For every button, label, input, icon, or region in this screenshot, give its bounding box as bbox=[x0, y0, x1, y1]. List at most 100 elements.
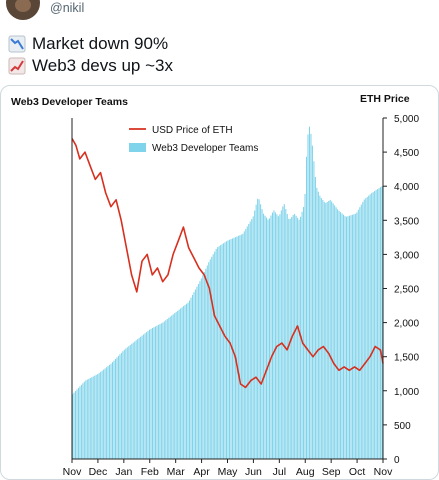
dev-teams-bar bbox=[268, 218, 271, 459]
dev-teams-bar bbox=[186, 303, 188, 459]
dev-teams-bar bbox=[310, 133, 312, 459]
chart-decreasing-icon bbox=[8, 35, 26, 53]
dev-teams-bar bbox=[286, 213, 288, 459]
dev-teams-bar bbox=[134, 341, 136, 459]
dev-teams-bar bbox=[205, 268, 207, 459]
dev-teams-bar bbox=[171, 315, 173, 459]
dev-teams-bar bbox=[104, 368, 106, 459]
legend-label-eth: USD Price of ETH bbox=[152, 125, 233, 136]
dev-teams-bar bbox=[116, 357, 118, 459]
dev-teams-bar bbox=[169, 316, 171, 459]
dev-teams-bar bbox=[146, 332, 148, 459]
dev-teams-bar bbox=[230, 239, 232, 459]
dev-teams-bar bbox=[109, 364, 111, 459]
dev-teams-bar bbox=[365, 198, 367, 459]
dev-teams-bar bbox=[135, 340, 137, 459]
dev-teams-bar bbox=[175, 311, 177, 459]
dev-teams-bar bbox=[282, 206, 284, 459]
dev-teams-bar bbox=[101, 370, 103, 459]
dev-teams-bar bbox=[313, 161, 315, 459]
dev-teams-bar bbox=[190, 297, 192, 459]
dev-teams-bar bbox=[199, 281, 201, 459]
dev-teams-bar bbox=[131, 343, 133, 459]
dev-teams-bar bbox=[319, 195, 321, 459]
chart-card[interactable]: 0 500 1,000 1,500 2,000 2,500 3,000 3,500 4,000 4… bbox=[0, 85, 439, 480]
dev-teams-bar bbox=[128, 346, 130, 459]
dev-teams-bar bbox=[151, 328, 154, 459]
dev-teams-bar bbox=[317, 191, 319, 459]
dev-teams-bar bbox=[334, 205, 336, 459]
dev-teams-bar bbox=[375, 190, 377, 459]
dev-teams-bar bbox=[359, 207, 361, 459]
dev-teams-bar bbox=[224, 242, 226, 459]
dev-teams-bar bbox=[111, 362, 114, 459]
dev-teams-bar bbox=[80, 384, 82, 459]
avatar[interactable] bbox=[6, 0, 40, 20]
dev-teams-bar bbox=[110, 363, 112, 459]
dev-teams-bar bbox=[97, 374, 99, 459]
x-axis-label: Nov bbox=[374, 466, 393, 478]
dev-teams-bar bbox=[366, 196, 368, 459]
dev-teams-bar bbox=[113, 360, 115, 459]
dev-teams-bar bbox=[320, 198, 322, 459]
dev-teams-bar bbox=[347, 216, 349, 459]
dev-teams-bar bbox=[264, 215, 266, 459]
dev-teams-bar bbox=[197, 283, 199, 459]
dev-teams-bar bbox=[345, 216, 348, 459]
dev-teams-bar bbox=[350, 215, 352, 459]
dev-teams-bar bbox=[236, 236, 238, 459]
dev-teams-bar bbox=[95, 374, 97, 459]
dev-teams-bar bbox=[372, 192, 374, 459]
dev-teams-bar bbox=[82, 383, 84, 459]
dev-teams-bar bbox=[212, 254, 214, 459]
tweet-line-market: Market down 90% bbox=[8, 34, 168, 54]
dev-teams-bar bbox=[226, 241, 228, 459]
dev-teams-bar bbox=[305, 156, 308, 459]
dev-teams-bar bbox=[202, 275, 204, 459]
dev-teams-bar bbox=[126, 347, 128, 459]
dev-teams-bar bbox=[276, 214, 278, 459]
dev-teams-bar bbox=[227, 240, 229, 459]
dev-teams-bar bbox=[301, 211, 303, 459]
dev-teams-bar bbox=[240, 234, 242, 459]
dev-teams-bar bbox=[221, 244, 223, 459]
dev-teams-bar bbox=[335, 207, 337, 459]
right-axis-label: 0 bbox=[394, 455, 400, 466]
right-axis-label: 2,500 bbox=[394, 285, 419, 296]
user-handle[interactable]: @nikil bbox=[50, 1, 85, 15]
dev-teams-bar bbox=[369, 194, 371, 459]
dev-teams-bar bbox=[260, 204, 262, 459]
dev-teams-bar bbox=[141, 335, 143, 459]
dev-teams-bar bbox=[209, 259, 211, 459]
dev-teams-bar bbox=[273, 210, 275, 459]
x-axis-label: Apr bbox=[193, 466, 210, 478]
dev-teams-bar bbox=[237, 235, 239, 459]
dev-teams-bar bbox=[234, 237, 236, 459]
dev-teams-bar bbox=[374, 191, 376, 459]
dev-teams-bar bbox=[314, 177, 316, 459]
dev-teams-bar bbox=[267, 219, 269, 459]
dev-teams-bar bbox=[217, 247, 219, 459]
dev-teams-bar bbox=[323, 201, 325, 459]
dev-teams-bar bbox=[344, 216, 346, 459]
dev-teams-bar bbox=[73, 392, 75, 459]
dev-teams-bar bbox=[331, 201, 333, 459]
tweet-line-devs: Web3 devs up ~3x bbox=[8, 56, 173, 76]
right-axis-label: 5,000 bbox=[394, 114, 419, 125]
chart-increasing-icon bbox=[8, 57, 26, 75]
legend-label-dev-teams: Web3 Developer Teams bbox=[152, 143, 258, 154]
dev-teams-bar bbox=[277, 216, 279, 459]
dev-teams-bar bbox=[154, 326, 156, 459]
dev-teams-bar bbox=[172, 314, 174, 459]
dev-teams-bar bbox=[149, 329, 151, 459]
x-axis-label: Jun bbox=[245, 466, 262, 478]
dev-teams-bar bbox=[215, 248, 217, 459]
dev-teams-bar bbox=[233, 237, 235, 459]
dev-teams-bar bbox=[223, 243, 225, 459]
dev-teams-bar bbox=[183, 306, 185, 459]
dev-teams-bar bbox=[351, 214, 353, 459]
dev-teams-bar bbox=[294, 213, 296, 459]
dev-teams-bar bbox=[100, 371, 102, 459]
dev-teams-bar bbox=[307, 134, 309, 460]
dev-teams-bar bbox=[103, 369, 105, 459]
